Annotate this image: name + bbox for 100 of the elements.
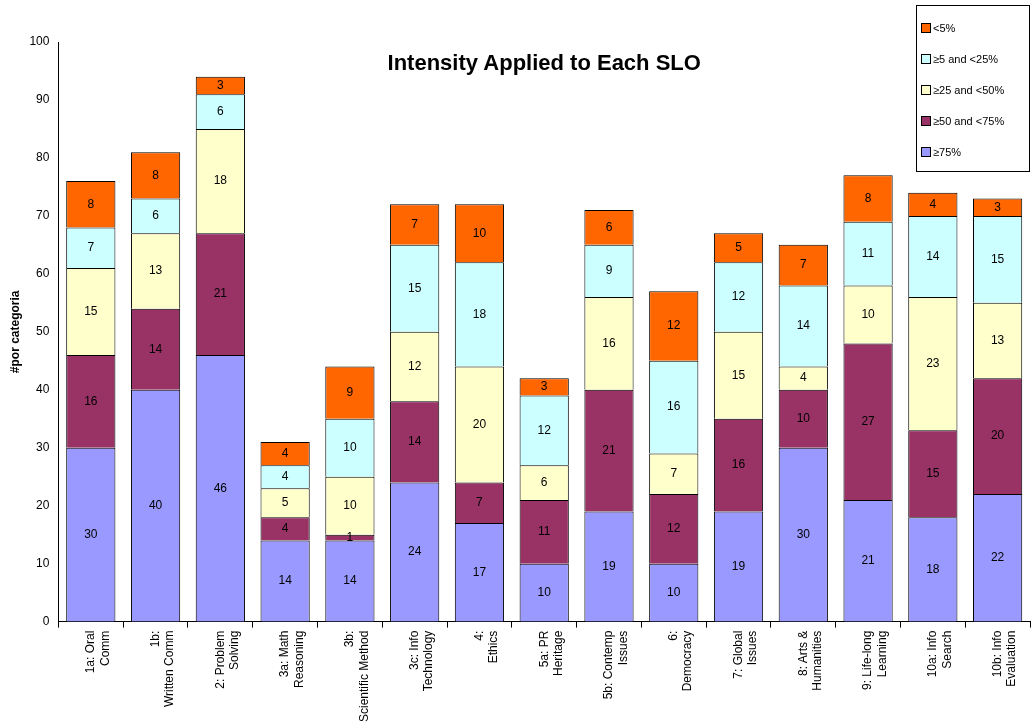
data-label: 22 [990, 550, 1005, 565]
x-tick-label: 3c: Info Technology [406, 630, 436, 692]
data-label: 18 [213, 173, 228, 188]
data-label: 6 [152, 208, 160, 223]
data-label: 10 [472, 225, 487, 240]
data-label: 13 [148, 263, 163, 278]
data-label: 18 [926, 561, 940, 576]
x-tick-label: 10b: Info Evaluation [989, 630, 1019, 687]
x-tick-label: 4: Ethics [471, 630, 501, 664]
data-label: 46 [213, 480, 228, 495]
data-label: 16 [84, 393, 98, 408]
y-tick-label: 30 [36, 440, 50, 455]
legend-label: ≥50 and <75% [933, 114, 1005, 127]
x-tick-label: 9: Life-long Learning [860, 630, 889, 690]
x-tick-label: 5b: Contemp Issues [601, 630, 630, 700]
data-label: 10 [343, 498, 357, 513]
data-label: 30 [796, 526, 811, 541]
data-label: 7 [87, 240, 95, 255]
data-label: 18 [472, 306, 487, 321]
data-label: 16 [667, 399, 681, 414]
data-label: 6 [605, 219, 613, 234]
data-label: 40 [148, 498, 163, 513]
data-label: 3 [994, 199, 1002, 214]
data-label: 3 [540, 379, 548, 394]
x-tick-label: 6: Democracy [666, 630, 695, 692]
data-label: 4 [281, 521, 289, 536]
data-label: 10 [861, 306, 876, 321]
legend-label: ≥75% [933, 145, 962, 158]
data-label: 12 [537, 422, 552, 437]
data-label: 20 [472, 416, 487, 431]
data-label: 8 [87, 196, 95, 211]
y-tick-label: 40 [36, 382, 50, 397]
y-tick-label: 100 [29, 34, 50, 49]
y-tick-label: 20 [36, 498, 50, 513]
x-tick-label: 10a: Info Search [925, 630, 954, 678]
data-label: 21 [213, 286, 228, 301]
data-label: 14 [343, 573, 357, 588]
y-tick-label: 80 [36, 150, 50, 165]
data-label: 14 [926, 248, 940, 263]
data-label: 20 [990, 428, 1005, 443]
data-label: 5 [735, 240, 743, 255]
data-label: 14 [796, 318, 811, 333]
x-tick-label: 2: Problem Solving [212, 630, 242, 689]
data-label: 7 [411, 216, 419, 231]
data-label: 12 [407, 358, 422, 373]
data-label: 6 [217, 103, 225, 118]
legend-label: <5% [933, 21, 956, 34]
data-label: 11 [537, 524, 551, 539]
data-label: 7 [799, 257, 807, 272]
data-label: 12 [731, 289, 746, 304]
x-tick-label: 3a: Math Reasoning [277, 630, 306, 688]
data-label: 15 [926, 466, 940, 481]
data-label: 10 [667, 584, 681, 599]
chart-title: Intensity Applied to Each SLO [387, 50, 701, 76]
legend-label: ≥25 and <50% [933, 83, 1005, 96]
y-tick-label: 50 [36, 324, 50, 339]
x-tick-label: 1a: Oral Comm [83, 630, 112, 674]
data-label: 23 [926, 356, 940, 370]
y-tick-label: 0 [42, 613, 50, 628]
data-label: 13 [990, 332, 1005, 347]
data-label: 27 [861, 413, 876, 428]
y-axis-title: #por categoria [7, 290, 22, 374]
data-label: 7 [670, 466, 678, 481]
data-label: 4 [929, 196, 937, 211]
data-label: 21 [602, 442, 616, 457]
data-label: 12 [667, 521, 681, 536]
data-label: 10 [343, 440, 357, 455]
data-label: 11 [861, 245, 875, 260]
y-tick-label: 10 [36, 555, 50, 570]
data-label: 4 [281, 469, 289, 484]
data-label: 17 [472, 564, 487, 579]
data-label: 24 [407, 544, 422, 559]
data-label: 9 [605, 263, 613, 278]
y-tick-label: 60 [36, 266, 50, 281]
x-tick-label: 5a: PR Heritage [536, 630, 565, 676]
data-label: 14 [278, 573, 293, 588]
data-label: 3 [217, 77, 225, 92]
data-label: 8 [864, 190, 872, 205]
data-label: 6 [540, 474, 548, 489]
y-tick-label: 70 [36, 208, 50, 223]
x-tick-label: 1b: Written Comm [147, 630, 177, 708]
y-tick-label: 90 [36, 92, 50, 107]
data-label: 7 [476, 495, 484, 510]
data-label: 16 [731, 457, 746, 472]
data-label: 4 [799, 370, 807, 385]
x-tick-label: 8: Arts & Humanities [795, 630, 825, 691]
data-label: 15 [407, 280, 422, 295]
data-label: 19 [602, 558, 616, 573]
data-label: 15 [990, 251, 1005, 266]
data-label: 8 [152, 167, 160, 182]
data-label: 4 [281, 445, 289, 460]
data-label: 16 [602, 335, 616, 350]
legend-label: ≥5 and <25% [933, 52, 999, 65]
data-label: 30 [84, 526, 98, 541]
x-tick-label: 3b: Scientific Method [342, 630, 371, 723]
data-label: 5 [281, 495, 289, 510]
data-label: 19 [731, 558, 746, 573]
data-label: 15 [731, 367, 746, 382]
data-label: 15 [84, 303, 98, 318]
data-label: 14 [148, 341, 163, 356]
